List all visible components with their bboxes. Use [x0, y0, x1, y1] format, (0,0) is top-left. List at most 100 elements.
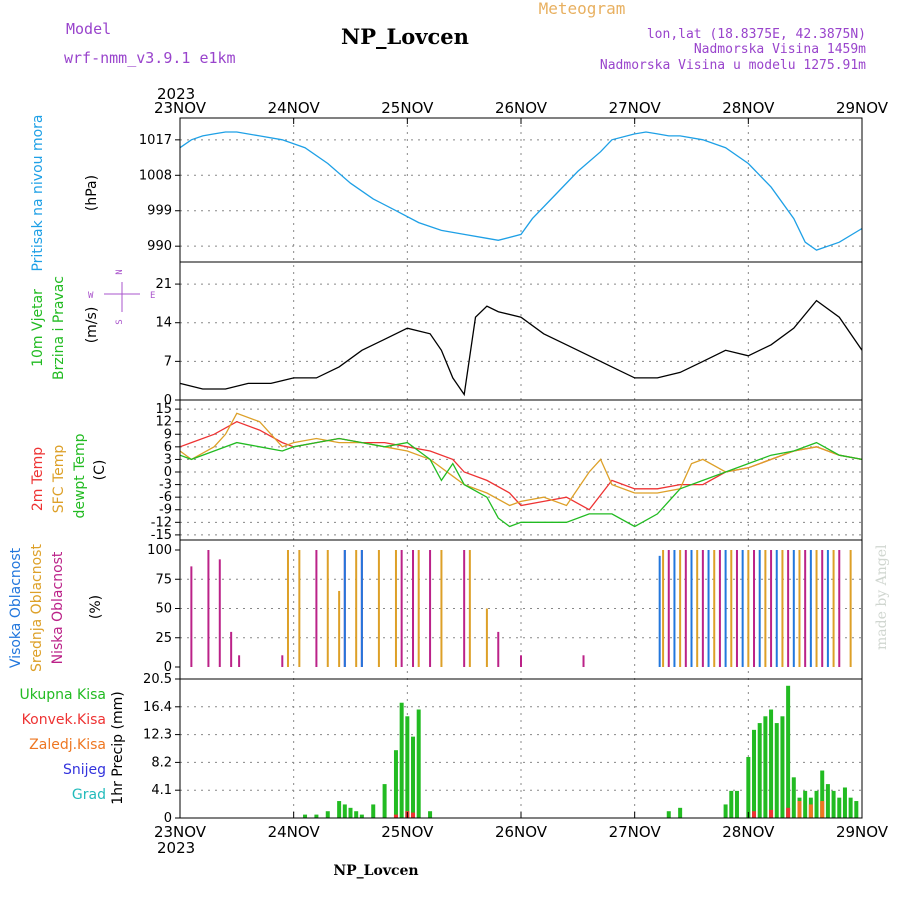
y-tick-label: 0	[164, 660, 172, 675]
bar-srednja-oblacnost	[815, 550, 818, 667]
bar-visoka-oblacnost	[673, 550, 676, 667]
bar-konvek-kisa	[769, 809, 774, 818]
bar-konvek-kisa	[786, 807, 791, 818]
bar-konvek-kisa	[411, 812, 416, 818]
temperature-unit-label: (C)	[92, 460, 108, 481]
bar-ukupna-kisa	[825, 784, 830, 818]
bar-niska-oblacnost	[520, 655, 522, 667]
bar-ukupna-kisa	[769, 709, 774, 818]
bar-srednja-oblacnost	[798, 550, 801, 667]
precip-legend-item: Zaledj.Kisa	[29, 737, 106, 753]
bar-srednja-oblacnost	[696, 550, 699, 667]
bar-niska-oblacnost	[684, 550, 687, 667]
x-tick-label-bottom: 29NOV	[836, 823, 889, 841]
bar-visoka-oblacnost	[741, 550, 744, 667]
bar-ukupna-kisa	[354, 811, 359, 818]
mid-cloud-axis-label: Srednja Oblacnost	[29, 544, 45, 672]
model-value: wrf-nmm_v3.9.1 e1km	[64, 49, 236, 67]
bar-visoka-oblacnost	[792, 550, 795, 667]
bar-niska-oblacnost	[770, 550, 773, 667]
bar-niska-oblacnost	[735, 550, 738, 667]
y-tick-label: 75	[155, 572, 172, 587]
bar-srednja-oblacnost	[781, 550, 784, 667]
bar-srednja-oblacnost	[713, 550, 716, 667]
x-tick-label-bottom: 28NOV	[722, 823, 775, 841]
bar-srednja-oblacnost	[298, 550, 301, 667]
bar-srednja-oblacnost	[468, 550, 471, 667]
bar-ukupna-kisa	[393, 750, 398, 818]
bar-konvek-kisa	[393, 814, 398, 818]
bar-niska-oblacnost	[230, 631, 233, 667]
y-tick-label: 1017	[139, 133, 172, 148]
bar-srednja-oblacnost	[485, 608, 488, 667]
precip-legend-item: Grad	[72, 787, 106, 803]
model-label: Model	[66, 20, 111, 38]
bar-ukupna-kisa	[831, 790, 836, 818]
elevation-text: Nadmorska Visina 1459m	[694, 42, 866, 57]
y-tick-label: 990	[147, 239, 172, 254]
bar-ukupna-kisa	[342, 804, 347, 818]
bar-zaledj-kisa	[808, 804, 813, 818]
bar-visoka-oblacnost	[758, 550, 761, 667]
wind-axis-label: 10m Vjetar	[30, 289, 46, 367]
y-tick-label: -3	[159, 478, 172, 493]
cloud-unit-label: (%)	[88, 595, 104, 619]
bar-ukupna-kisa	[820, 770, 825, 818]
bar-niska-oblacnost	[718, 550, 721, 667]
bar-ukupna-kisa	[734, 790, 739, 818]
bar-visoka-oblacnost	[724, 550, 727, 667]
y-tick-label: 3	[164, 452, 172, 467]
bar-niska-oblacnost	[497, 631, 500, 667]
bar-niska-oblacnost	[821, 550, 824, 667]
bar-srednja-oblacnost	[764, 550, 767, 667]
tsfc-axis-label: SFC Temp	[51, 445, 67, 514]
x-tick-label-bottom: 23NOV	[154, 823, 207, 841]
compass-north: N	[115, 269, 125, 274]
year-bottom: 2023	[157, 839, 195, 857]
bar-ukupna-kisa	[780, 716, 785, 818]
x-tick-label-bottom: 27NOV	[609, 823, 662, 841]
bar-visoka-oblacnost	[707, 550, 710, 667]
pressure-unit-label: (hPa)	[84, 175, 100, 211]
precip-legend-item: Snijeg	[63, 762, 106, 778]
bar-ukupna-kisa	[757, 723, 762, 818]
precip-axis-label: 1hr Precip (mm)	[110, 691, 126, 804]
bar-ukupna-kisa	[786, 685, 791, 818]
series-line-pressure	[179, 131, 863, 251]
y-tick-label: 50	[155, 602, 172, 617]
bar-srednja-oblacnost	[286, 550, 289, 667]
bar-visoka-oblacnost	[343, 550, 346, 667]
bar-ukupna-kisa	[848, 797, 853, 818]
bar-srednja-oblacnost	[338, 590, 341, 667]
bar-niska-oblacnost	[838, 550, 841, 667]
y-tick-label: 20.5	[143, 672, 172, 687]
y-tick-label: 12.3	[143, 728, 172, 743]
bar-srednja-oblacnost	[849, 550, 852, 667]
y-tick-label: 25	[155, 631, 172, 646]
bar-ukupna-kisa	[729, 790, 734, 818]
bar-zaledj-kisa	[820, 801, 825, 818]
y-tick-label: 15	[155, 402, 172, 417]
y-tick-label: 8.2	[151, 755, 172, 770]
bar-srednja-oblacnost	[832, 550, 835, 667]
bar-ukupna-kisa	[303, 814, 308, 818]
bar-niska-oblacnost	[787, 550, 790, 667]
bar-ukupna-kisa	[411, 736, 416, 818]
year-top: 2023	[157, 85, 195, 103]
bar-ukupna-kisa	[746, 756, 751, 818]
bar-ukupna-kisa	[814, 790, 819, 818]
bar-visoka-oblacnost	[690, 550, 693, 667]
x-tick-label-bottom: 24NOV	[268, 823, 321, 841]
y-tick-label: 0	[164, 811, 172, 826]
y-tick-label: 16.4	[143, 700, 172, 715]
y-tick-label: 7	[164, 354, 172, 369]
bar-ukupna-kisa	[416, 709, 421, 818]
bar-srednja-oblacnost	[730, 550, 733, 667]
bar-konvek-kisa	[752, 811, 757, 818]
bar-ukupna-kisa	[666, 811, 671, 818]
footer-station: NP_Lovcen	[333, 863, 418, 879]
bar-visoka-oblacnost	[658, 555, 661, 667]
x-tick-label-top: 27NOV	[609, 99, 662, 117]
bar-ukupna-kisa	[842, 787, 847, 818]
bar-niska-oblacnost	[582, 655, 585, 667]
